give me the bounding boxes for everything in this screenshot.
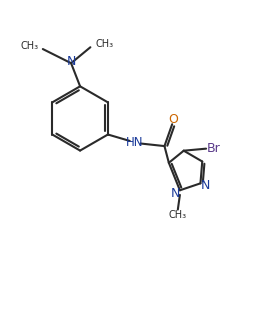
Text: Br: Br bbox=[207, 142, 221, 155]
Text: CH₃: CH₃ bbox=[169, 210, 187, 220]
Text: N: N bbox=[171, 187, 180, 200]
Text: CH₃: CH₃ bbox=[95, 39, 114, 49]
Text: O: O bbox=[169, 113, 178, 126]
Text: N: N bbox=[67, 55, 76, 68]
Text: N: N bbox=[200, 179, 210, 192]
Text: CH₃: CH₃ bbox=[20, 41, 38, 51]
Text: HN: HN bbox=[126, 136, 144, 149]
